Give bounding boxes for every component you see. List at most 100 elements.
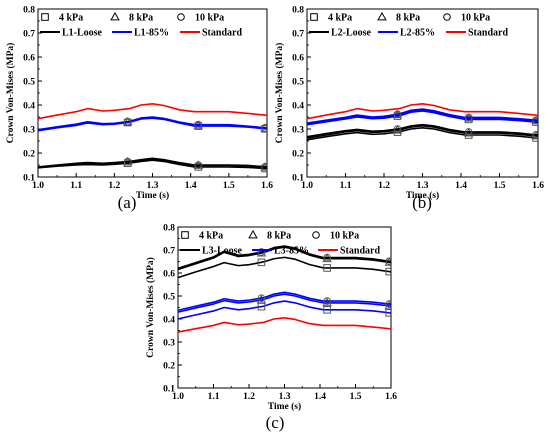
legend-label: 10 kPa — [195, 13, 224, 24]
y-tick-label: 0.5 — [163, 292, 175, 302]
legend: 4 kPa 8 kPa 10 kPa L2-Loose L2-85% Standard — [309, 11, 508, 39]
y-axis-label: Crown Von-Mises (MPa) — [5, 43, 16, 144]
x-tick-label: 1.6 — [532, 181, 544, 191]
legend-marker-triangle — [248, 229, 258, 239]
y-tick-label: 0.3 — [163, 338, 175, 348]
x-axis-label: Time (s) — [136, 190, 169, 201]
legend-label: 8 kPa — [129, 13, 153, 24]
y-tick-label: 0.6 — [163, 269, 175, 279]
x-axis-label: Time (s) — [406, 190, 439, 201]
x-tick-label: 1.0 — [301, 181, 313, 191]
series-line-85-3 — [178, 300, 391, 320]
chart-panel-1: 0.1 0.2 0.3 0.4 0.5 0.6 0.7 0.8 1.0 1.1 1.2 1.3 1.4 1… — [5, 5, 273, 212]
y-tick-label: 0.6 — [292, 53, 304, 63]
plot-area — [307, 103, 538, 142]
series-line-loose-0 — [38, 159, 267, 170]
series-line-85-5 — [178, 291, 391, 312]
data-point-square — [385, 309, 391, 317]
y-tick-label: 0.2 — [23, 149, 35, 159]
series-line-85-5 — [307, 108, 538, 124]
series-line-loose-2 — [38, 157, 267, 168]
data-point-circle — [194, 120, 203, 129]
y-tick-label: 0.8 — [163, 223, 175, 233]
x-tick-label: 1.0 — [172, 392, 184, 402]
data-point-square — [385, 267, 391, 276]
chart-panel-3: 0.1 0.2 0.3 0.4 0.5 0.6 0.7 0.8 1.0 1.1 1.2 1.3 1.4 1… — [145, 223, 397, 432]
y-tick-label: 0.1 — [163, 384, 175, 394]
series-line-loose-0 — [307, 127, 538, 141]
x-tick-label: 1.3 — [147, 181, 159, 191]
series-line-standard-6 — [38, 103, 267, 120]
x-tick-label: 1.2 — [108, 181, 120, 191]
x-tick-label: 1.5 — [223, 181, 235, 191]
legend-label: 10 kPa — [330, 231, 359, 242]
data-point-circle — [532, 131, 538, 139]
y-tick-label: 0.7 — [163, 246, 175, 256]
y-axis-label: Crown Von-Mises (MPa) — [274, 43, 285, 144]
panel-label: (b) — [412, 193, 432, 212]
legend-label: 4 kPa — [328, 13, 352, 24]
data-point-square — [257, 258, 266, 267]
y-tick-label: 0.5 — [23, 77, 35, 87]
data-point-triangle — [256, 294, 267, 304]
data-point-circle — [261, 124, 267, 132]
legend-label: L2-85% — [400, 28, 435, 39]
data-point-circle — [257, 248, 266, 256]
x-tick-label: 1.6 — [385, 392, 397, 402]
panel-label: (a) — [118, 193, 137, 212]
series-line-85-5 — [38, 116, 267, 131]
series-line-loose-2 — [178, 245, 391, 270]
legend-label: 10 kPa — [461, 13, 490, 24]
data-point-circle — [257, 294, 266, 302]
y-tick-label: 0.5 — [292, 77, 304, 87]
data-point-circle — [323, 297, 331, 305]
data-point-circle — [123, 157, 132, 166]
x-tick-label: 1.3 — [417, 181, 429, 191]
x-tick-label: 1.4 — [314, 392, 326, 402]
y-tick-label: 0.4 — [163, 315, 175, 325]
y-tick-label: 0.3 — [292, 125, 304, 135]
series-line-85-3 — [307, 110, 538, 126]
plot-area — [38, 103, 267, 173]
x-tick-label: 1.0 — [32, 181, 44, 191]
data-point-circle — [464, 113, 473, 122]
data-point-circle — [385, 300, 391, 308]
legend-label: L3-Loose — [202, 246, 243, 257]
legend-label: L2-Loose — [331, 28, 372, 39]
data-point-circle — [393, 110, 402, 118]
legend-label: L1-85% — [134, 28, 169, 39]
legend-marker-circle — [177, 13, 185, 21]
series-line-standard-6 — [307, 103, 538, 120]
panel-label: (c) — [266, 413, 285, 432]
data-point-circle — [194, 161, 203, 169]
legend-marker-square — [181, 231, 189, 239]
y-tick-label: 0.8 — [292, 5, 304, 15]
x-tick-label: 1.1 — [208, 392, 220, 402]
legend-label: 4 kPa — [59, 13, 83, 24]
legend: 4 kPa 8 kPa 10 kPa L3-Loose L3-85% Standard — [180, 229, 380, 257]
data-point-circle — [393, 125, 402, 133]
series-line-loose-2 — [307, 123, 538, 138]
x-tick-label: 1.1 — [70, 181, 82, 191]
x-tick-label: 1.1 — [340, 181, 352, 191]
legend-label: Standard — [202, 28, 242, 39]
legend-label: Standard — [468, 28, 508, 39]
series-line-standard-6 — [178, 317, 391, 333]
legend-label: 4 kPa — [199, 231, 223, 242]
legend-marker-triangle — [377, 11, 387, 21]
y-tick-label: 0.2 — [163, 361, 175, 371]
y-axis-label: Crown Von-Mises (MPa) — [145, 257, 156, 358]
data-point-circle — [323, 253, 331, 262]
y-tick-label: 0.8 — [23, 5, 35, 15]
legend-label: Standard — [340, 246, 380, 257]
plot-area — [178, 245, 391, 333]
y-tick-label: 0.1 — [23, 173, 35, 183]
series-line-loose-1 — [178, 246, 391, 271]
data-point-square — [323, 306, 331, 314]
x-axis-label: Time (s) — [268, 401, 301, 412]
data-point-circle — [532, 116, 538, 124]
legend-label: 8 kPa — [396, 13, 420, 24]
x-tick-label: 1.5 — [494, 181, 506, 191]
y-tick-label: 0.2 — [292, 149, 304, 159]
